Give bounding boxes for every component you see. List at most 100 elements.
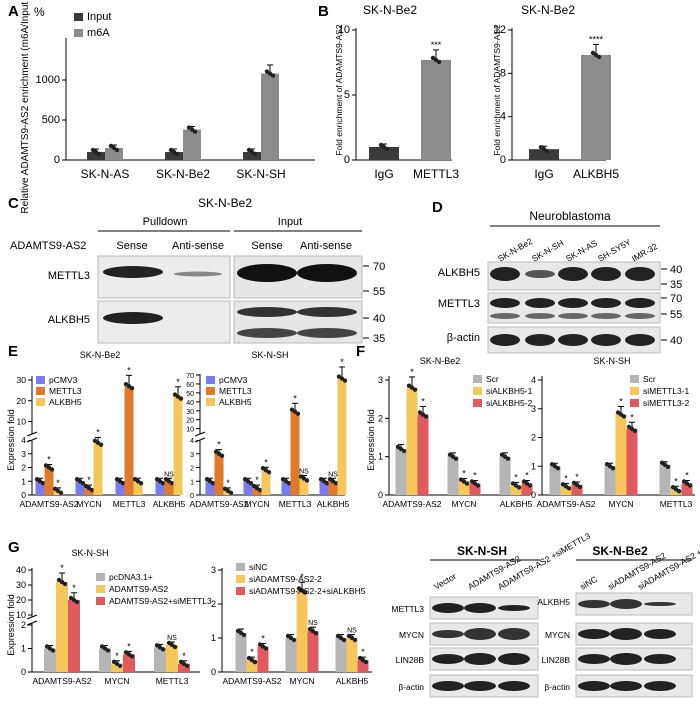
significance-label: NS — [167, 635, 177, 642]
blot-c-band — [237, 264, 297, 282]
blot-band — [464, 628, 496, 640]
blot-band — [432, 630, 464, 638]
bar — [166, 644, 178, 672]
significance-label: * — [525, 471, 529, 481]
bar — [124, 386, 134, 495]
bar-dot — [632, 428, 638, 434]
blot-c-title: SK-N-Be2 — [198, 196, 252, 210]
bar-dot — [270, 73, 276, 78]
bar-dot — [96, 151, 102, 157]
chart-e-be2: 0 1 2 3 4 10 20 30 ADAMTS9-AS2 * * MYCN * * METTL3 * ALK… — [6, 350, 186, 509]
blot-g2-band-4: β-actin — [544, 682, 570, 692]
legend-label: siADAMTS9-AS2-2 — [249, 574, 322, 584]
blot-c-band — [174, 271, 222, 277]
blot-c-band — [103, 312, 163, 324]
chart-a: 0 500 1000 SK-N-AS SK-N-Be2 SK-N-SH Input m6A — [36, 11, 315, 181]
bar — [447, 456, 459, 495]
category-label: ALKBH5 — [317, 499, 350, 509]
significance-label: * — [182, 651, 186, 661]
bar-dot — [49, 467, 55, 472]
blot-d-mw-40b: 40 — [670, 335, 682, 347]
blot-c-mw-35: 35 — [373, 333, 385, 345]
significance-label: **** — [589, 34, 604, 44]
significance-label: * — [261, 634, 265, 644]
bar-dot — [252, 659, 258, 665]
legend-label: ADAMTS9-AS2 — [109, 584, 168, 594]
y-tick-label: 30 — [186, 409, 194, 416]
significance-label: *** — [431, 40, 442, 50]
bar — [615, 414, 627, 495]
axis-break-mark — [26, 437, 38, 443]
significance-label: * — [264, 457, 268, 467]
bar-dot — [401, 448, 407, 454]
y-tick-label: 40 — [186, 400, 194, 407]
bar — [421, 59, 451, 160]
bar-dot — [363, 659, 369, 665]
blot-band — [490, 267, 520, 281]
category-label: ADAMTS9-AS2 — [222, 676, 281, 686]
blot-g2-band-3: LIN28B — [542, 655, 571, 665]
bar — [205, 481, 215, 495]
blot-band — [610, 599, 642, 609]
bar — [571, 484, 583, 495]
blot-band — [525, 313, 555, 319]
bar-dot — [114, 147, 120, 153]
bar-dot — [621, 414, 627, 419]
bar — [335, 638, 347, 672]
bar — [290, 411, 300, 495]
y-tick-label: 0 — [54, 154, 60, 166]
legend-swatch — [473, 375, 482, 383]
bar — [165, 152, 183, 160]
blot-c-band — [237, 328, 297, 338]
category-label: ADAMTS9-AS2 — [32, 676, 91, 686]
significance-label: * — [96, 428, 100, 438]
bar-dot — [80, 481, 86, 486]
legend-swatch — [96, 597, 105, 605]
y-tick-label: 1000 — [36, 74, 60, 86]
significance-label: * — [176, 377, 180, 387]
panel-b1-ylabel: Fold enrichment of ADAMTS9-AS2 — [334, 24, 344, 156]
blot-d-lane-4: SH-SY5Y — [596, 237, 633, 264]
legend-swatch — [36, 398, 45, 406]
blot-g1-band-4: β-actin — [398, 682, 424, 692]
legend-label: ALKBH5 — [219, 397, 252, 407]
legend-swatch — [96, 585, 105, 593]
blot-band — [432, 603, 464, 613]
bar-dot — [120, 481, 126, 486]
panel-letter-g: G — [8, 539, 20, 556]
axis-break-mark — [26, 614, 38, 620]
legend-swatch — [473, 387, 482, 395]
blot-d-title: Neuroblastoma — [529, 209, 611, 223]
legend-swatch — [630, 387, 639, 395]
bar — [357, 660, 369, 672]
category-label: IgG — [374, 167, 393, 181]
bar — [469, 483, 481, 495]
bar — [44, 648, 56, 672]
panel-letter-e: E — [8, 343, 18, 360]
significance-label: * — [72, 583, 76, 593]
blot-d: Neuroblastoma SK-N-Be2 SK-N-SH SK-N-AS S… — [438, 209, 682, 354]
bar-dot — [286, 481, 292, 486]
bar — [319, 481, 329, 495]
bar-dot — [219, 453, 225, 458]
bar-dot — [475, 483, 481, 488]
bar-dot — [412, 387, 418, 392]
blot-c-lane-4: Anti-sense — [300, 240, 352, 252]
significance-label: * — [575, 472, 579, 482]
axis-break-mark — [26, 431, 38, 437]
bar-dot — [160, 481, 166, 486]
blot-band — [464, 681, 496, 691]
blot-band — [558, 298, 588, 308]
bar-dot — [210, 481, 216, 486]
chart-b-mettl3: 0 5 10 IgG METTL3 *** — [338, 24, 460, 181]
bar — [549, 466, 561, 495]
bar-dot — [341, 637, 347, 643]
category-label: IgG — [534, 167, 553, 181]
bar — [346, 638, 358, 672]
y-tick-label: 2 — [21, 463, 26, 473]
bar-dot — [555, 466, 561, 471]
y-axis-label: Expression fold — [366, 409, 376, 471]
blot-c-band — [237, 307, 297, 317]
y-tick-label: 1 — [21, 644, 26, 654]
